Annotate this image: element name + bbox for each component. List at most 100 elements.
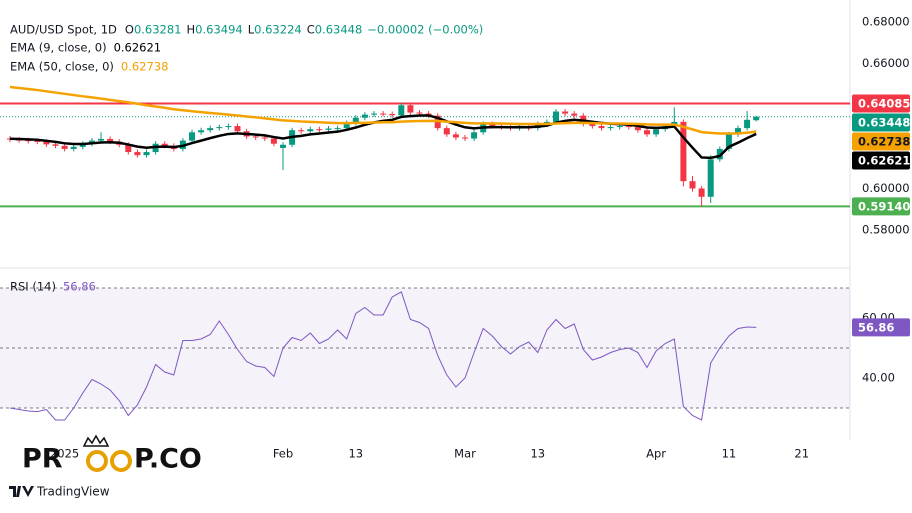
ohlc-value: 0.63494 xyxy=(195,23,243,37)
candle-body xyxy=(644,130,650,135)
x-tick-label: 13 xyxy=(530,447,545,461)
badge-bg xyxy=(852,132,910,151)
candle-body xyxy=(452,134,459,138)
candle-body xyxy=(616,126,623,128)
y-tick-label: 40.00 xyxy=(862,371,895,385)
candle-body xyxy=(252,136,259,138)
candle-body xyxy=(334,128,341,130)
y-tick-label: 0.68000 xyxy=(862,15,910,29)
candle-body xyxy=(625,126,632,128)
price-badge: 0.64085 xyxy=(852,94,910,113)
candle-body xyxy=(98,138,104,141)
ema-line xyxy=(9,114,757,160)
candle-body xyxy=(161,143,168,146)
watermark-text: PR xyxy=(22,444,63,475)
x-tick-label: 11 xyxy=(722,447,737,461)
candle-body xyxy=(225,126,232,128)
candle-body xyxy=(70,146,77,149)
candle-body xyxy=(261,137,268,139)
ohlc-value: 0.63281 xyxy=(134,23,182,37)
candle-body xyxy=(407,105,414,113)
candle-body xyxy=(725,134,732,149)
candle-body xyxy=(343,122,350,129)
badge-label: 0.59140 xyxy=(858,199,910,213)
price-badge: 0.63448 xyxy=(852,113,910,132)
legend-value: 0.62621 xyxy=(114,41,162,55)
y-tick-label: 0.60000 xyxy=(862,181,910,195)
y-tick-label: 0.66000 xyxy=(862,56,910,70)
candle-body xyxy=(143,152,150,156)
candle-body xyxy=(34,141,41,143)
candle-body xyxy=(553,111,559,122)
badge-bg xyxy=(852,151,910,170)
x-tick-label: Apr xyxy=(646,447,666,461)
candle-body xyxy=(107,138,114,142)
watermark-ring xyxy=(86,450,108,472)
candle-body xyxy=(207,128,214,131)
legend-title: AUD/USD Spot, 1D xyxy=(10,23,117,37)
ohlc-key: C xyxy=(307,23,315,37)
candle-body xyxy=(707,159,714,197)
candle-body xyxy=(352,117,359,123)
candle-body xyxy=(735,128,741,135)
candle-body xyxy=(189,132,195,141)
badge-label: 0.63448 xyxy=(858,115,910,129)
ohlc-value: 0.63224 xyxy=(254,23,302,37)
candle-body xyxy=(471,132,478,139)
x-tick-label: Mar xyxy=(454,447,476,461)
candle-body xyxy=(61,145,68,149)
ohlc-key: O xyxy=(125,23,134,37)
candle-body xyxy=(443,128,450,135)
price-badge: 0.62738 xyxy=(852,132,910,151)
candle-body xyxy=(571,113,578,116)
legend-value: 0.62738 xyxy=(121,60,169,74)
price-badge: 56.86 xyxy=(852,318,910,337)
watermark-crown xyxy=(82,434,110,447)
candle-body xyxy=(43,141,50,145)
legend-value: 56.86 xyxy=(63,280,96,294)
candle-body xyxy=(52,144,59,146)
watermark-text: P.CO xyxy=(134,444,202,475)
candle-body xyxy=(716,148,723,160)
x-tick-label: 2025 xyxy=(50,447,79,461)
ohlc-key: H xyxy=(187,23,196,37)
candle-body xyxy=(325,128,332,130)
candle-body xyxy=(25,140,32,142)
badge-bg xyxy=(852,113,910,132)
candle-body xyxy=(307,129,314,132)
candle-body xyxy=(79,143,86,147)
x-tick-label: 21 xyxy=(794,447,809,461)
candle-body xyxy=(298,130,305,132)
ema-line xyxy=(9,85,757,135)
x-tick-label: Feb xyxy=(273,447,293,461)
candle-body xyxy=(689,181,696,189)
x-tick-label: 13 xyxy=(348,447,363,461)
footer-brand: TradingView xyxy=(36,485,110,499)
candle-body xyxy=(389,113,396,116)
ohlc-value: 0.63448 xyxy=(315,23,363,37)
badge-bg xyxy=(852,94,910,113)
candle-body xyxy=(653,129,660,135)
candle-body xyxy=(280,144,286,148)
badge-label: 0.64085 xyxy=(858,96,910,110)
legend-name: EMA (50, close, 0) xyxy=(10,60,114,74)
candle-body xyxy=(698,188,705,197)
price-badge: 0.62621 xyxy=(852,151,910,170)
candle-body xyxy=(316,129,323,131)
watermark-ring xyxy=(110,450,132,472)
candle-body xyxy=(462,137,468,139)
logo-icon xyxy=(9,486,34,497)
candle-body xyxy=(234,126,241,132)
badge-label: 56.86 xyxy=(858,320,894,334)
candle-body xyxy=(680,121,687,182)
candle-body xyxy=(361,114,368,118)
candle-body xyxy=(125,144,132,153)
ohlc-key: L xyxy=(248,23,255,37)
watermark: PR P.CO xyxy=(22,434,202,475)
badge-label: 0.62621 xyxy=(858,153,910,167)
candle-body xyxy=(134,152,141,156)
candle-body xyxy=(371,113,377,115)
y-tick-label: 0.58000 xyxy=(862,223,910,237)
